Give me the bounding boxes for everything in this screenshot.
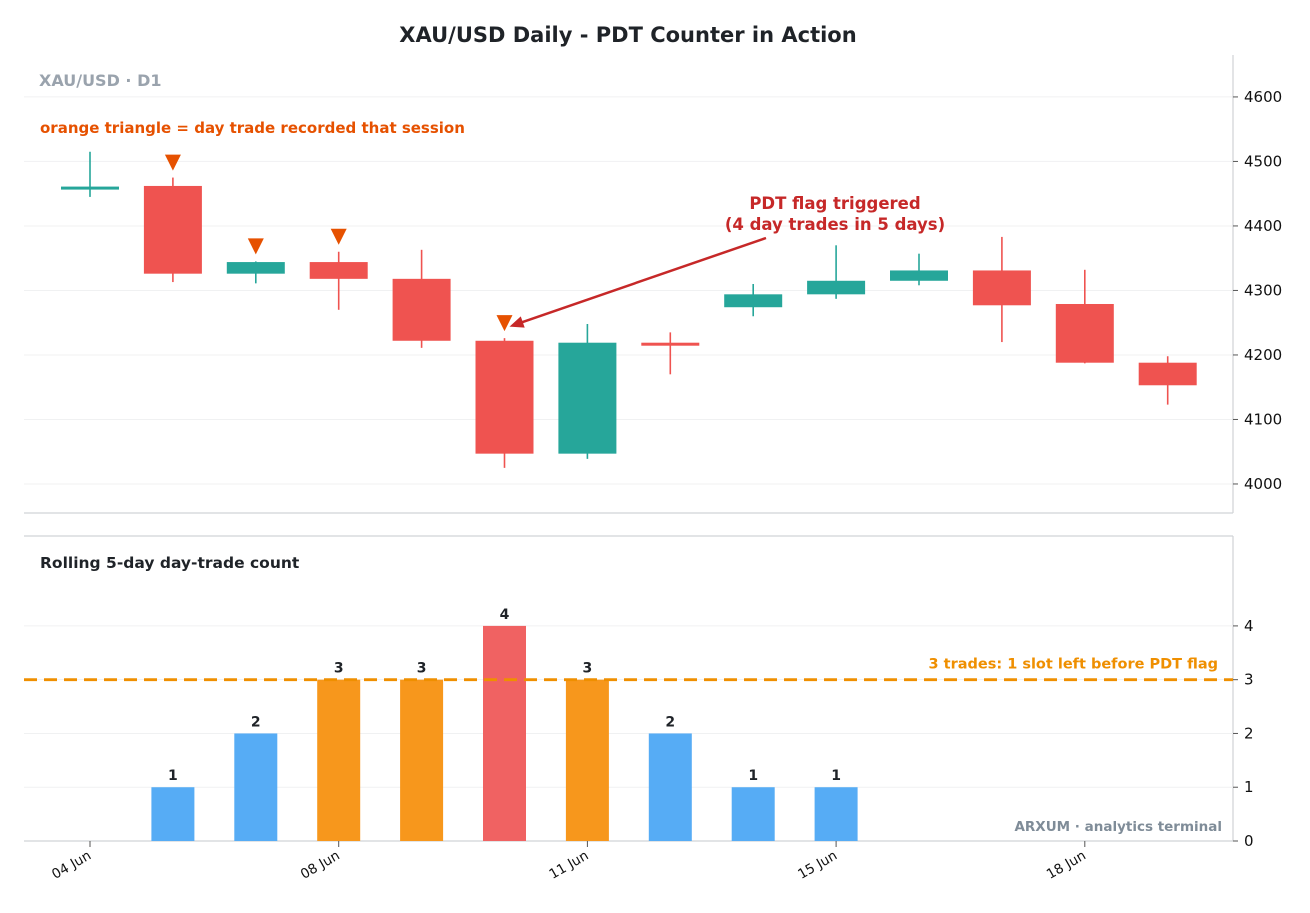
count-bar <box>151 787 195 841</box>
annotation-line-2: (4 day trades in 5 days) <box>725 215 945 234</box>
count-bar <box>814 787 858 841</box>
day-trade-marker <box>330 228 347 245</box>
price-tick-label: 4400 <box>1244 217 1282 235</box>
price-tick-label: 4500 <box>1244 152 1282 170</box>
watermark: ARXUM · analytics terminal <box>1014 819 1222 835</box>
day-trade-marker <box>164 154 181 171</box>
candle-body <box>61 186 119 190</box>
count-bar <box>565 679 609 841</box>
candle <box>641 332 700 375</box>
candle-body <box>1138 362 1197 386</box>
price-tick-label: 4200 <box>1244 346 1282 364</box>
candle-body <box>143 185 202 274</box>
price-tick-label: 4300 <box>1244 281 1282 299</box>
candle <box>143 177 202 283</box>
count-bar-label: 2 <box>665 714 675 730</box>
price-y-ticks: 4000 4100 4200 4300 4400 4500 4600 <box>1233 88 1282 493</box>
count-bar <box>234 733 278 841</box>
candle <box>558 323 617 459</box>
count-y-ticks: 0 1 2 3 4 <box>1233 617 1254 850</box>
x-tick-label: 04 Jun <box>49 848 94 883</box>
candle <box>1138 356 1197 405</box>
x-tick-label: 08 Jun <box>298 848 343 883</box>
price-tick-label: 4000 <box>1244 475 1282 493</box>
candle-body <box>309 262 368 279</box>
candle <box>890 253 948 286</box>
candle-body <box>226 262 285 274</box>
price-tick-label: 4100 <box>1244 410 1282 428</box>
count-tick-label: 0 <box>1244 832 1254 850</box>
candle <box>392 249 451 348</box>
count-panel-title: Rolling 5-day day-trade count <box>40 554 300 572</box>
count-bar-label: 3 <box>583 661 593 677</box>
candle-body <box>1055 303 1114 363</box>
day-trade-markers <box>164 154 513 332</box>
annotation-arrowhead <box>509 316 525 328</box>
price-gridlines <box>24 96 1233 485</box>
candles <box>61 151 1197 468</box>
count-bar-label: 1 <box>831 768 841 784</box>
count-bar <box>483 625 526 841</box>
threshold-label: 3 trades: 1 slot left before PDT flag <box>929 657 1219 673</box>
candle <box>61 151 119 197</box>
candle <box>807 245 866 299</box>
candle-body <box>890 270 948 281</box>
count-tick-label: 4 <box>1244 617 1254 635</box>
count-tick-label: 1 <box>1244 778 1254 796</box>
candle-body <box>641 342 700 346</box>
count-bar <box>317 679 361 841</box>
count-bar <box>648 733 692 841</box>
candle-body <box>558 342 617 454</box>
count-gridlines <box>24 625 1233 788</box>
symbol-label: XAU/USD · D1 <box>39 71 162 90</box>
price-tick-label: 4600 <box>1244 88 1282 106</box>
x-tick-label: 18 Jun <box>1044 848 1089 883</box>
x-tick-label: 15 Jun <box>795 848 840 883</box>
day-trade-marker <box>496 315 513 332</box>
candle <box>226 261 285 284</box>
candle <box>475 338 534 468</box>
count-bar-label: 1 <box>168 768 178 784</box>
annotation-arrow <box>518 236 767 325</box>
count-bar-label: 3 <box>417 661 427 677</box>
count-bar-label: 1 <box>748 768 758 784</box>
candle <box>1055 269 1114 364</box>
marker-legend-note: orange triangle = day trade recorded tha… <box>40 119 465 137</box>
count-bars: 1 2 3 3 4 3 2 1 1 <box>151 607 858 841</box>
day-trade-marker <box>247 238 264 255</box>
count-panel: 0 1 2 3 4 Rolling 5-day day-trade count 1 2 3 3… <box>24 535 1254 883</box>
count-bar <box>400 679 444 841</box>
candle <box>309 251 368 310</box>
count-tick-label: 2 <box>1244 724 1254 742</box>
candle <box>724 284 783 317</box>
pdt-annotation: PDT flag triggered (4 day trades in 5 da… <box>509 194 945 328</box>
x-axis-ticks: 04 Jun 08 Jun 11 Jun 15 Jun 18 Jun <box>49 841 1089 883</box>
candle-body <box>972 270 1031 306</box>
count-bar-label: 4 <box>500 607 510 623</box>
count-bar-label: 3 <box>334 661 344 677</box>
candle-body <box>807 280 866 295</box>
count-bar <box>731 787 775 841</box>
count-tick-label: 3 <box>1244 671 1254 689</box>
price-panel: 4000 4100 4200 4300 4400 4500 4600 XAU/USD · D… <box>24 55 1282 514</box>
candle-body <box>392 278 451 341</box>
annotation-line-1: PDT flag triggered <box>749 194 920 213</box>
x-tick-label: 11 Jun <box>547 848 592 883</box>
candle-body <box>724 294 783 308</box>
chart-title: XAU/USD Daily - PDT Counter in Action <box>399 23 856 47</box>
candle <box>972 236 1031 343</box>
count-bar-label: 2 <box>251 714 261 730</box>
candle-body <box>475 340 534 454</box>
